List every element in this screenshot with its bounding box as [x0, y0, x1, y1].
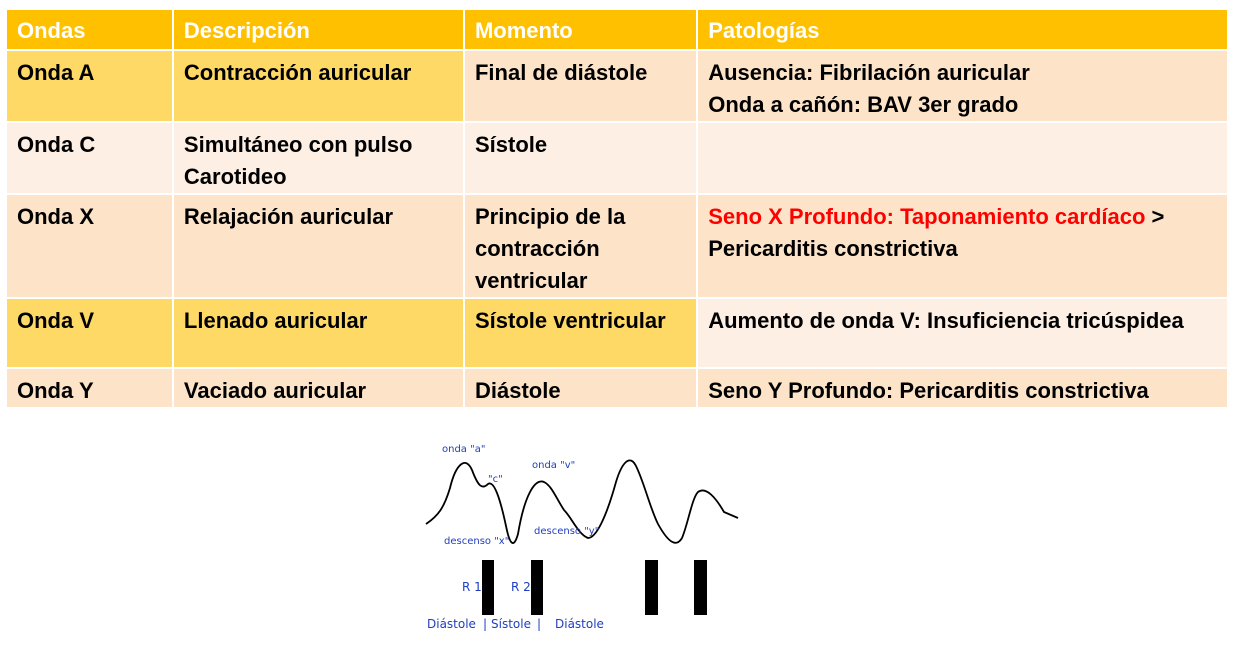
table-row-onda-y: Onda Y Vaciado auricular Diástole Seno Y… — [7, 369, 1229, 409]
heart-sound-marker-r2 — [531, 560, 543, 615]
label-onda-v: onda "v" — [532, 460, 575, 471]
cell-descripcion: Simultáneo con pulso Carotideo — [173, 123, 465, 195]
table-row-onda-x: Onda X Relajación auricular Principio de… — [7, 195, 1229, 299]
cell-patologia: Aumento de onda V: Insuficiencia tricúsp… — [698, 299, 1229, 369]
label-descenso-y: descenso "y" — [534, 526, 599, 537]
cell-momento: Sístole ventricular — [464, 299, 699, 369]
cell-momento: Diástole — [464, 369, 699, 409]
label-descenso-x: descenso "x" — [444, 536, 509, 547]
cell-patologia: Seno Y Profundo: Pericarditis constricti… — [698, 369, 1229, 409]
cell-onda: Onda Y — [7, 369, 174, 409]
heart-sound-marker — [694, 560, 707, 615]
jugular-venous-pulse-diagram: onda "a" "c" onda "v" descenso "x" desce… — [425, 444, 739, 631]
patologia-gt-symbol: > — [1145, 204, 1165, 229]
patologia-rest-text: Pericarditis constrictiva — [708, 236, 958, 261]
table-row-onda-c: Onda C Simultáneo con pulso Carotideo Sí… — [7, 123, 1229, 195]
label-diastole-1: Diástole — [427, 617, 476, 631]
patologia-line: Onda a cañón: BAV 3er grado — [708, 92, 1019, 117]
cell-descripcion: Vaciado auricular — [173, 369, 465, 409]
cell-onda: Onda X — [7, 195, 174, 299]
header-momento: Momento — [464, 10, 699, 51]
cell-onda: Onda C — [7, 123, 174, 195]
cell-momento: Final de diástole — [464, 51, 699, 123]
header-ondas: Ondas — [7, 10, 174, 51]
cell-descripcion: Relajación auricular — [173, 195, 465, 299]
heart-sound-marker — [645, 560, 658, 615]
patologia-line: Ausencia: Fibrilación auricular — [708, 60, 1030, 85]
jugular-waves-table: Ondas Descripción Momento Patologías Ond… — [7, 10, 1229, 409]
header-patologias: Patologías — [698, 10, 1229, 51]
label-sistole: Sístole — [491, 617, 531, 631]
jvp-waveform — [425, 459, 739, 544]
label-onda-c: "c" — [488, 474, 503, 485]
cell-momento: Principio de la contracción ventricular — [464, 195, 699, 299]
cell-patologia: Seno X Profundo: Taponamiento cardíaco >… — [698, 195, 1229, 299]
cell-descripcion: Contracción auricular — [173, 51, 465, 123]
cell-onda: Onda V — [7, 299, 174, 369]
cell-patologia — [698, 123, 1229, 195]
phase-separator-1: | — [483, 617, 487, 631]
label-r2: R 2 — [511, 580, 531, 594]
table-row-onda-v: Onda V Llenado auricular Sístole ventric… — [7, 299, 1229, 369]
label-diastole-2: Diástole — [555, 617, 604, 631]
table-row-onda-a: Onda A Contracción auricular Final de di… — [7, 51, 1229, 123]
phase-separator-2: | — [537, 617, 541, 631]
cell-descripcion: Llenado auricular — [173, 299, 465, 369]
cell-momento: Sístole — [464, 123, 699, 195]
cell-onda: Onda A — [7, 51, 174, 123]
table-header-row: Ondas Descripción Momento Patologías — [7, 10, 1229, 51]
label-r1: R 1 — [462, 580, 482, 594]
label-onda-a: onda "a" — [442, 444, 485, 455]
patologia-red-text: Seno X Profundo: Taponamiento cardíaco — [708, 204, 1146, 229]
heart-sound-marker-r1 — [482, 560, 494, 615]
cell-patologia: Ausencia: Fibrilación auricular Onda a c… — [698, 51, 1229, 123]
header-descripcion: Descripción — [173, 10, 465, 51]
